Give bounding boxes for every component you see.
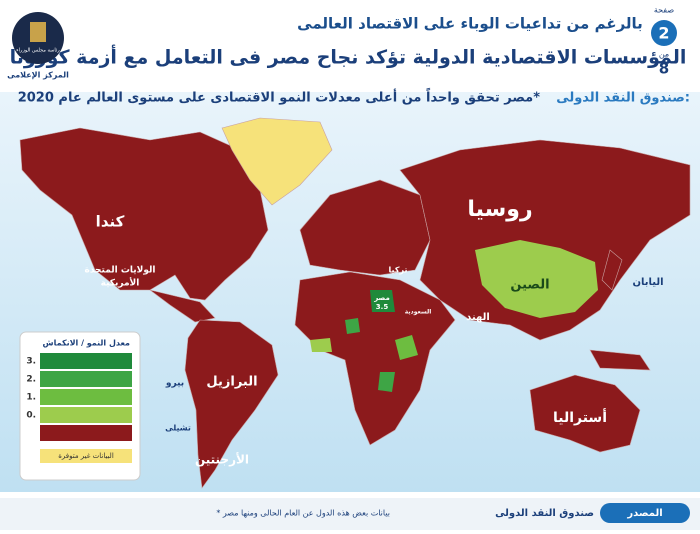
legend-swatch — [40, 407, 132, 423]
source-label: المصدر — [626, 508, 662, 519]
country-green — [310, 338, 332, 352]
south-america — [184, 319, 279, 489]
map — [19, 127, 691, 489]
indonesia — [589, 349, 651, 371]
legend-swatch — [40, 371, 132, 387]
page-total: 8 — [659, 60, 669, 78]
country-label: بيرو — [165, 379, 184, 389]
legend-swatch — [40, 425, 132, 441]
asia — [399, 139, 691, 341]
legend: معدل النمو / الانكماش 3. 2. 1. 0. البيانات غ… — [19, 331, 141, 481]
source: صندوق النقد الدولى — [495, 508, 594, 519]
country-label: الأرجنتين — [195, 452, 249, 467]
legend-swatch — [40, 449, 132, 463]
country-label: أستراليا — [553, 408, 607, 426]
page-badge — [651, 20, 677, 46]
footer-bar — [0, 498, 700, 530]
legend-title: معدل النمو / الانكماش — [43, 339, 131, 349]
logo-line2: المركز الإعلامى — [7, 71, 69, 80]
kicker: بالرغم من تداعيات الوباء على الاقتصاد ال… — [297, 15, 643, 33]
legend-na-label: البيانات غير متوفرة — [58, 452, 114, 460]
legend-label: 2. — [26, 375, 36, 385]
china — [475, 240, 598, 318]
country-label: اليابان — [632, 277, 663, 288]
egypt-value: 3.5 — [376, 303, 389, 311]
footnote: * بيانات بعض هذه الدول عن العام الحالى و… — [216, 509, 390, 518]
country-label: الولايات المتحدة — [85, 266, 156, 276]
country-label: تشيلى — [165, 424, 191, 433]
title: المؤسسات الاقتصادية الدولية تؤكد نجاح مص… — [10, 45, 687, 69]
country-label: كندا — [96, 213, 125, 231]
europe — [299, 179, 431, 276]
country-green — [378, 372, 395, 392]
north-america — [19, 127, 269, 301]
egypt-label: مصر — [373, 294, 390, 302]
japan — [601, 249, 623, 291]
country-label: الأمريكية — [101, 277, 140, 289]
page-number: 2 — [658, 24, 669, 43]
country-label: الهند — [466, 312, 490, 323]
subtitle-lead: صندوق النقد الدولى: — [556, 91, 690, 106]
country-green — [395, 335, 418, 360]
country-label: تركيا — [389, 266, 408, 275]
logo-emblem — [30, 22, 46, 42]
country-label: البرازيل — [206, 375, 257, 390]
country-green — [345, 318, 360, 334]
greenland — [221, 117, 333, 206]
legend-label: 0. — [26, 411, 36, 421]
country-label: السعودية — [405, 309, 432, 316]
country-label: الصين — [510, 278, 549, 293]
legend-label: 3. — [26, 357, 36, 367]
australia — [529, 374, 641, 453]
source-badge — [600, 503, 690, 523]
page-of: من — [659, 50, 669, 59]
egypt — [370, 290, 395, 312]
logo-line1: رئاسة مجلس الوزراء — [16, 48, 60, 54]
legend-label: 1. — [26, 393, 36, 403]
legend-swatch — [40, 389, 132, 405]
subtitle: مصر تحقق واحداً من أعلى معدلات النمو الا… — [18, 88, 540, 106]
page-label: صفحة — [654, 6, 675, 15]
country-label: روسيا — [467, 197, 532, 222]
legend-swatch — [40, 353, 132, 369]
